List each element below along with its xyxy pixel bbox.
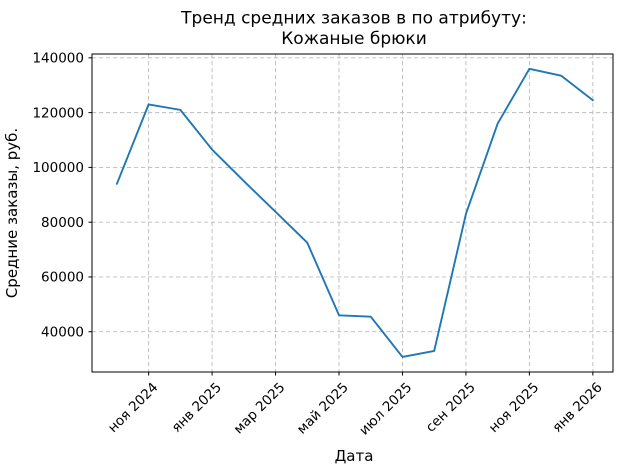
y-tick-label: 140000 [32,51,84,67]
chart-title-line-2: Кожаные брюки [281,29,427,49]
y-tick-label: 80000 [41,215,84,231]
x-tick-label: июл 2025 [356,380,415,439]
grid-layer [92,54,613,372]
tick-layer [88,57,594,376]
x-tick-label: мар 2025 [231,380,289,438]
y-tick-label: 40000 [41,324,84,340]
tick-label-layer: 40000 60000 80000 100000 120000 140000 ноя 202… [32,51,605,439]
x-tick-label: янв 2025 [169,380,225,436]
y-tick-label: 120000 [32,105,84,121]
x-tick-label: ноя 2024 [105,380,161,436]
plot-border [91,53,614,373]
x-tick-label: сен 2025 [423,380,479,436]
x-axis-label: Дата [335,447,374,465]
y-axis-label: Средние заказы, руб. [3,128,21,298]
y-tick-label: 60000 [41,270,84,286]
y-tick-label: 100000 [32,160,84,176]
x-tick-label: ноя 2025 [486,380,542,436]
x-tick-label: янв 2026 [549,380,605,436]
x-tick-label: май 2025 [294,380,352,438]
data-series-line [115,67,594,358]
chart-title-line-1: Тренд средних заказов в по атрибуту: [180,9,527,29]
